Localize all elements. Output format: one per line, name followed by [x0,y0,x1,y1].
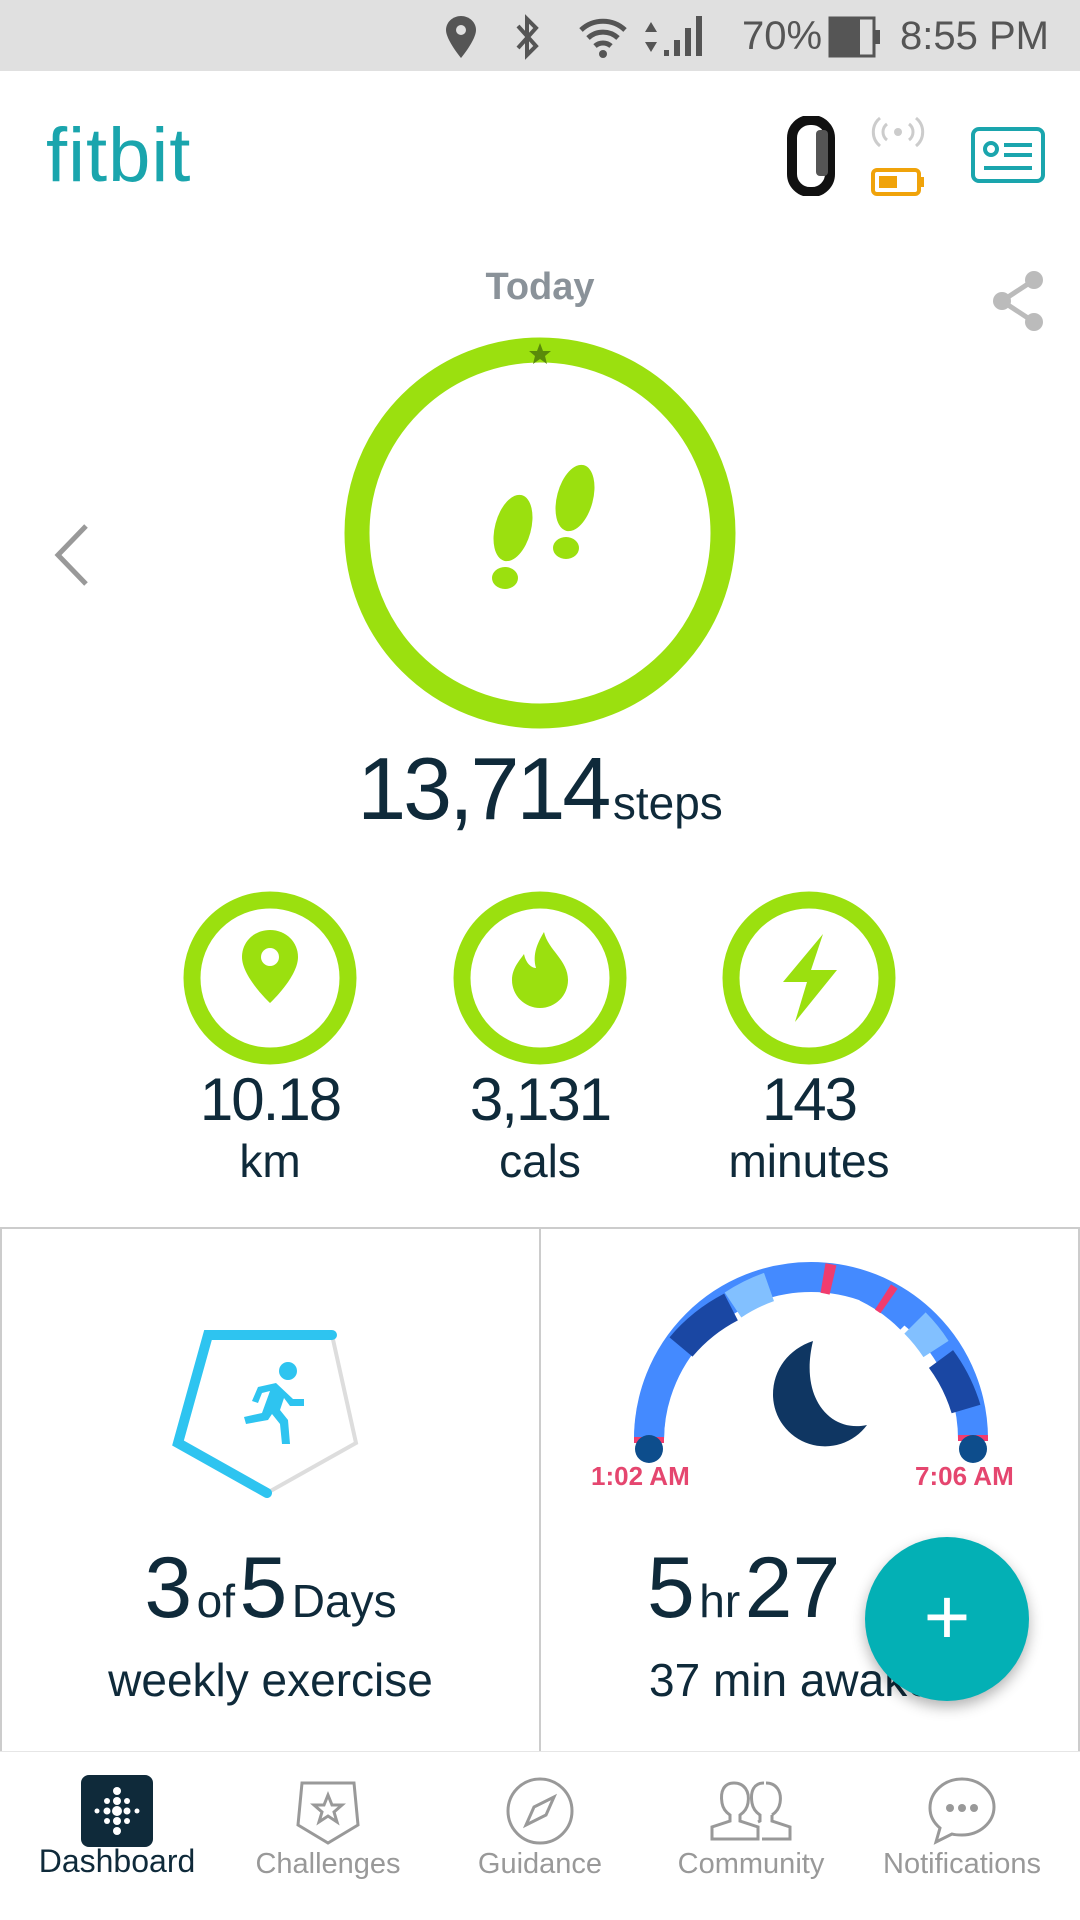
chat-bubble-icon [928,1777,996,1845]
location-icon [446,16,476,58]
exercise-of: of [196,1575,236,1627]
fitbit-logo: fitbit [46,113,192,198]
challenges-shield-icon [296,1781,360,1845]
bluetooth-icon [516,14,539,60]
steps-count: 13,714 steps [0,738,1080,840]
stat-active-minutes[interactable]: 143 minutes [721,890,897,1190]
sleep-end-time: 7:06 AM [915,1461,1014,1491]
nav-label: Notifications [883,1848,1041,1880]
day-label[interactable]: Today [485,266,595,308]
battery-percent: 70% [742,14,823,58]
nav-label: Challenges [255,1848,401,1880]
calories-ring [453,891,627,1065]
goal-star-icon [529,343,551,364]
running-figure-icon [244,1362,304,1444]
nav-label: Community [677,1848,825,1880]
nav-label: Dashboard [38,1843,196,1879]
lightning-icon [783,934,837,1022]
status-bar: 70% 8:55 PM [0,0,1080,71]
nav-guidance[interactable]: Guidance [432,1751,648,1920]
distance-value: 10.18 [199,1066,342,1133]
sleep-hours: 5 [647,1540,695,1636]
tracker-battery-icon [871,116,925,196]
exercise-days: Days [291,1575,397,1627]
profile-card-icon[interactable] [970,126,1046,184]
sleep-hr-unit: hr [699,1575,741,1627]
stat-calories[interactable]: 3,131 cals [452,890,628,1190]
compass-icon [506,1777,574,1845]
signal-icon [645,16,702,56]
distance-ring [183,891,357,1065]
steps-ring[interactable] [340,333,740,733]
divider [1078,1227,1080,1751]
location-icon [242,930,298,1003]
share-icon[interactable] [990,270,1048,332]
nav-dashboard[interactable]: Dashboard [9,1751,225,1920]
exercise-done: 3 [144,1540,193,1636]
steps-unit: steps [612,777,723,829]
previous-day-chevron-icon[interactable] [52,522,92,588]
sleep-duration: 5 hr 27 [647,1539,840,1638]
flame-icon [512,932,568,1008]
calories-unit: cals [499,1135,581,1187]
minutes-unit: minutes [728,1135,890,1187]
exercise-goal: 5 [239,1540,288,1636]
community-icon [710,1781,792,1841]
exercise-card[interactable]: 3 of 5 Days weekly exercise [2,1229,539,1751]
stat-distance[interactable]: 10.18 km [182,890,358,1190]
distance-unit: km [239,1135,301,1187]
footprints-icon [492,464,595,589]
exercise-label: weekly exercise [108,1654,433,1706]
exercise-shield-icon [172,1330,359,1498]
wifi-icon [579,18,627,58]
divider [539,1227,541,1751]
nav-challenges[interactable]: Challenges [220,1751,436,1920]
calories-value: 3,131 [469,1066,612,1133]
divider [0,1227,2,1751]
steps-value: 13,714 [357,739,611,838]
battery-icon [828,16,880,58]
sleep-minutes: 27 [744,1540,841,1636]
exercise-progress: 3 of 5 Days [2,1539,539,1638]
nav-notifications[interactable]: Notifications [854,1751,1070,1920]
nav-community[interactable]: Community [643,1751,859,1920]
sleep-stages-arc [634,1262,988,1463]
tracker-band-icon[interactable] [782,116,842,196]
dashboard-icon [81,1775,153,1847]
add-fab-button[interactable]: + [865,1537,1029,1701]
clock: 8:55 PM [900,14,1049,58]
sleep-start-time: 1:02 AM [591,1461,690,1491]
sleep-card[interactable]: 1:02 AM 7:06 AM 5 hr 27 37 min awake [541,1229,1078,1751]
active-minutes-ring [722,891,896,1065]
nav-label: Guidance [477,1848,603,1880]
minutes-value: 143 [761,1066,858,1133]
moon-icon [773,1341,867,1447]
